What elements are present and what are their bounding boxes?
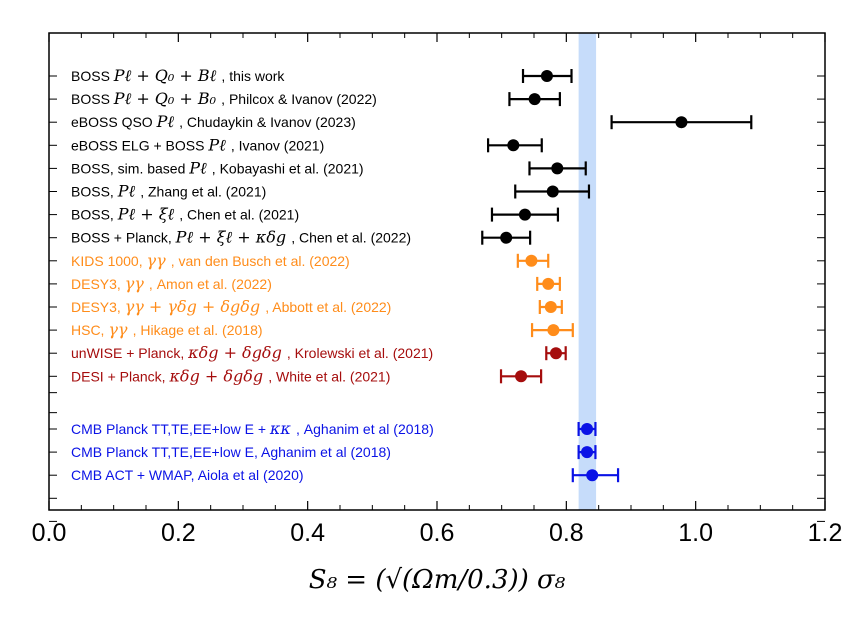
row-label-text: CMB Planck TT,TE,EE+low E,: [71, 444, 261, 460]
row-label: HSC, γγ , Hikage et al. (2018): [71, 320, 263, 339]
row-label-reference: Aghanim et al (2018): [261, 444, 391, 460]
x-tick-label: 0.4: [290, 519, 325, 547]
data-point: [581, 446, 594, 459]
row-label: BOSS + Planck, Pℓ + ξℓ + κδg , Chen et a…: [71, 228, 411, 247]
row-label-math: Pℓ + ξℓ: [117, 205, 180, 224]
row-label: eBOSS QSO Pℓ , Chudaykin & Ivanov (2023): [71, 112, 356, 131]
row-label-text: eBOSS ELG + BOSS: [71, 137, 208, 153]
row-label-reference: , Aghanim et al (2018): [296, 421, 434, 437]
row-label-math: γγ: [108, 320, 132, 339]
row-label-math: κδg + δgδg: [168, 366, 268, 385]
data-point: [507, 139, 520, 152]
row-label: unWISE + Planck, κδg + δgδg , Krolewski …: [71, 343, 433, 362]
data-point: [525, 254, 538, 267]
x-tick-label: 1.2: [808, 519, 843, 547]
row-label-reference: , Amon et al. (2022): [149, 276, 272, 292]
row-label-text: BOSS,: [71, 207, 118, 223]
x-tick-label: 0.6: [420, 519, 455, 547]
row-label-reference: , Ivanov (2021): [231, 137, 324, 153]
data-point: [549, 347, 562, 360]
row-label-text: CMB Planck TT,TE,EE+low E +: [71, 421, 270, 437]
row-label: BOSS, sim. based Pℓ , Kobayashi et al. (…: [71, 158, 364, 177]
data-point: [581, 423, 594, 435]
row-label-math: γγ: [147, 251, 171, 270]
row-label-math: κκ: [269, 419, 296, 438]
row-label-reference: , this work: [221, 68, 285, 84]
row-label-text: BOSS: [71, 91, 114, 107]
row-label: DESI + Planck, κδg + δgδg , White et al.…: [71, 366, 390, 385]
data-point: [518, 208, 531, 221]
x-tick-label: 0.8: [549, 519, 584, 547]
row-label-reference: , van den Busch et al. (2022): [171, 253, 350, 269]
data-point: [675, 116, 688, 129]
row-label: BOSS Pℓ + Q₀ + Bℓ , this work: [71, 66, 285, 85]
row-label-reference: , Abbott et al. (2022): [265, 299, 391, 315]
row-label-math: γγ + γδg + δgδg: [125, 297, 266, 316]
row-label-math: Pℓ + Q₀ + Bℓ: [113, 66, 222, 85]
row-label-text: unWISE + Planck,: [71, 345, 188, 361]
row-label-reference: , Hikage et al. (2018): [133, 322, 263, 338]
row-label: BOSS, Pℓ + ξℓ , Chen et al. (2021): [71, 205, 299, 224]
row-label-text: CMB ACT + WMAP,: [71, 467, 198, 483]
row-label: DESY3, γγ , Amon et al. (2022): [71, 274, 272, 293]
x-tick-label: 0.0: [32, 519, 67, 547]
row-label-reference: , Chen et al. (2021): [179, 207, 299, 223]
row-label: CMB ACT + WMAP, Aiola et al (2020): [71, 467, 304, 483]
row-label-math: Pℓ: [207, 135, 231, 154]
row-label-reference: , Zhang et al. (2021): [140, 184, 266, 200]
row-label-reference: Aiola et al (2020): [198, 467, 304, 483]
data-point: [586, 469, 599, 482]
row-label: BOSS, Pℓ , Zhang et al. (2021): [71, 182, 266, 201]
row-label: CMB Planck TT,TE,EE+low E + κκ , Aghanim…: [71, 419, 434, 438]
row-label: KIDS 1000, γγ , van den Busch et al. (20…: [71, 251, 350, 270]
row-label-text: eBOSS QSO: [71, 114, 157, 130]
data-point: [542, 277, 555, 290]
row-label-text: DESI + Planck,: [71, 368, 169, 384]
row-label-reference: , Kobayashi et al. (2021): [212, 160, 364, 176]
reference-band: [578, 33, 597, 510]
row-label-text: BOSS: [71, 68, 114, 84]
row-label-reference: , Philcox & Ivanov (2022): [221, 91, 377, 107]
row-label-math: γγ: [125, 274, 149, 293]
row-label-math: Pℓ + Q₀ + B₀: [113, 89, 221, 108]
row-label-text: KIDS 1000,: [71, 253, 147, 269]
row-label-reference: , Chen et al. (2022): [291, 230, 411, 246]
row-label-math: Pℓ: [188, 158, 212, 177]
x-axis-label: S₈ = (√(Ωm/0.3)) σ₈: [309, 565, 566, 595]
row-label-math: Pℓ: [117, 182, 141, 201]
data-point: [547, 324, 560, 337]
row-label-text: HSC,: [71, 322, 108, 338]
row-label-math: Pℓ + ξℓ + κδg: [175, 228, 292, 247]
row-label-text: DESY3,: [71, 299, 125, 315]
data-point: [500, 231, 513, 244]
data-point: [551, 162, 564, 175]
row-label-math: Pℓ: [156, 112, 180, 131]
row-label-text: BOSS + Planck,: [71, 230, 176, 246]
row-label-reference: , White et al. (2021): [268, 368, 390, 384]
row-label-text: BOSS,: [71, 184, 118, 200]
data-point: [544, 301, 557, 313]
row-label: BOSS Pℓ + Q₀ + B₀ , Philcox & Ivanov (20…: [71, 89, 377, 108]
data-point: [546, 185, 559, 198]
row-label-reference: , Krolewski et al. (2021): [287, 345, 433, 361]
data-point: [528, 93, 541, 106]
row-label-text: DESY3,: [71, 276, 125, 292]
data-point: [515, 370, 528, 383]
data-point: [540, 70, 553, 82]
row-label: DESY3, γγ + γδg + δgδg , Abbott et al. (…: [71, 297, 391, 316]
row-label: CMB Planck TT,TE,EE+low E, Aghanim et al…: [71, 444, 391, 460]
row-label-reference: , Chudaykin & Ivanov (2023): [179, 114, 356, 130]
x-tick-label: 0.2: [161, 519, 196, 547]
row-label: eBOSS ELG + BOSS Pℓ , Ivanov (2021): [71, 135, 324, 154]
row-label-math: κδg + δgδg: [187, 343, 287, 362]
x-tick-label: 1.0: [678, 519, 713, 547]
row-label-text: BOSS, sim. based: [71, 160, 189, 176]
